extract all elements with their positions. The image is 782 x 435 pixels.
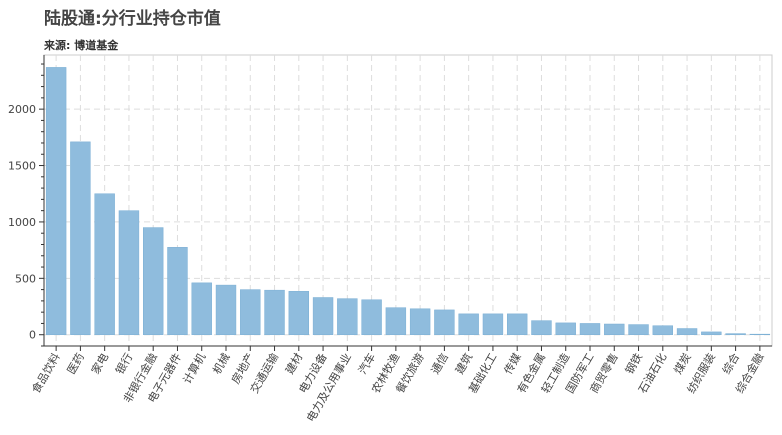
- x-tick-label: 煤炭: [671, 351, 693, 377]
- bar-轻工制造: [555, 322, 576, 335]
- bar-建筑: [458, 313, 479, 335]
- bar-食品饮料: [45, 67, 67, 335]
- bar-房地产: [240, 289, 261, 335]
- bar-商贸零售: [604, 323, 625, 335]
- y-tick-label: 0: [29, 329, 36, 342]
- x-tick-label: 食品饮料: [29, 351, 63, 396]
- bar-纺织服装: [701, 331, 722, 335]
- bar-有色金属: [531, 320, 552, 335]
- x-tick-label: 钢铁: [623, 351, 645, 377]
- x-tick-label: 综合: [719, 351, 742, 377]
- bar-石油石化: [652, 325, 673, 335]
- chart-subtitle: 来源: 博道基金: [44, 39, 119, 52]
- bar-钢铁: [628, 324, 649, 335]
- bar-家电: [94, 193, 115, 335]
- bar-交通运输: [264, 289, 285, 335]
- y-tick-label: 1000: [8, 216, 36, 229]
- bar-综合金融: [749, 333, 771, 335]
- y-tick-label: 500: [15, 272, 36, 285]
- y-tick-label: 1500: [8, 160, 36, 173]
- bar-电力及公用事业: [337, 298, 358, 335]
- x-tick-label: 计算机: [180, 351, 209, 387]
- bar-餐饮旅游: [409, 308, 431, 335]
- x-tick-label: 机械: [209, 351, 232, 377]
- x-tick-label: 通信: [429, 351, 451, 377]
- x-tick-label: 家电: [88, 351, 111, 377]
- chart-title: 陆股通:分行业持仓市值: [44, 9, 221, 29]
- x-tick-label: 医药: [65, 351, 87, 377]
- bar-国防军工: [579, 323, 601, 335]
- bar-基础化工: [482, 313, 504, 335]
- bar-电力设备: [312, 297, 334, 335]
- bar-农林牧渔: [385, 307, 407, 335]
- bar-通信: [434, 309, 455, 335]
- bar-机械: [215, 284, 237, 335]
- bar-汽车: [361, 299, 382, 335]
- x-tick-label: 银行: [112, 351, 135, 377]
- bar-传媒: [507, 313, 528, 335]
- x-tick-label: 传媒: [502, 351, 524, 377]
- bar-电子元器件: [167, 247, 188, 335]
- x-tick-label: 建筑: [452, 351, 475, 377]
- bar-计算机: [191, 282, 212, 335]
- x-tick-label: 汽车: [355, 351, 378, 377]
- bar-银行: [118, 210, 140, 335]
- bar-综合: [725, 333, 746, 335]
- bar-医药: [70, 141, 91, 335]
- bar-煤炭: [676, 328, 698, 335]
- x-tick-label: 建材: [282, 351, 305, 377]
- bar-建材: [288, 291, 309, 335]
- y-tick-label: 2000: [8, 103, 36, 116]
- plot-area: [43, 54, 773, 347]
- bar-非银行金融: [143, 227, 164, 335]
